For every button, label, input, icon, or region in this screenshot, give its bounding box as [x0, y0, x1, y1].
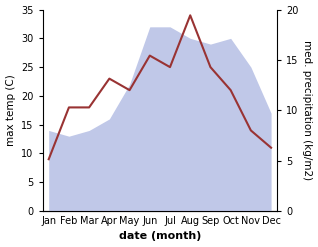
Y-axis label: med. precipitation (kg/m2): med. precipitation (kg/m2)	[302, 40, 313, 180]
X-axis label: date (month): date (month)	[119, 231, 201, 242]
Y-axis label: max temp (C): max temp (C)	[5, 74, 16, 146]
